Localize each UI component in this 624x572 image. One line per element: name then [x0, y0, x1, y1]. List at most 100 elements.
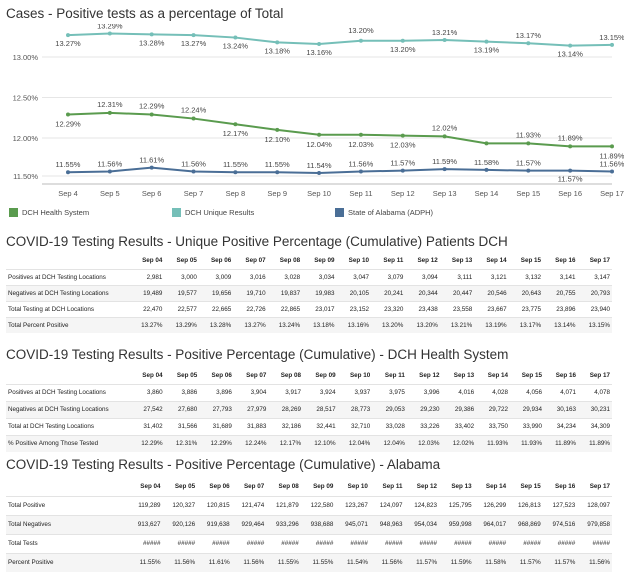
table-cell: 11.55%: [128, 552, 163, 572]
data-point[interactable]: [610, 169, 614, 174]
table-cell: 12.04%: [337, 434, 373, 452]
data-point[interactable]: [400, 38, 405, 43]
table-cell: 20,105: [336, 284, 371, 301]
table-cell: 933,296: [266, 514, 301, 534]
column-header: Sep 08: [278, 482, 299, 490]
data-label: 11.89%: [558, 133, 583, 142]
data-point[interactable]: [107, 31, 112, 36]
data-point[interactable]: [358, 169, 363, 174]
column-header: Sep 04: [140, 482, 161, 490]
table-cell: 938,688: [300, 514, 336, 534]
data-point[interactable]: [191, 116, 196, 121]
data-point[interactable]: [358, 132, 363, 137]
data-point[interactable]: [317, 132, 322, 137]
table-cell: 19,489: [130, 284, 165, 301]
series-line-1: [67, 32, 613, 47]
legend-item-dch-health-system[interactable]: DCH Health System: [9, 208, 89, 217]
data-point[interactable]: [149, 112, 154, 117]
table-row: Negatives at DCH Testing Locations 19,489…: [6, 284, 612, 301]
table-cell: 34,234: [544, 417, 578, 435]
data-point[interactable]: [568, 43, 573, 48]
column-header: Sep 14: [487, 371, 509, 379]
table-cell: 13.28%: [198, 316, 234, 333]
column-header: Sep 05: [176, 257, 197, 265]
table-cell: 3,132: [508, 268, 544, 285]
data-point[interactable]: [484, 141, 489, 146]
table-cell: 22,665: [198, 300, 234, 317]
table-cell: 13.15%: [577, 316, 612, 333]
data-point[interactable]: [233, 170, 238, 175]
data-point[interactable]: [233, 35, 238, 40]
table-cell: #####: [266, 533, 301, 553]
data-point[interactable]: [610, 42, 614, 47]
data-point[interactable]: [442, 134, 447, 139]
data-point[interactable]: [191, 169, 196, 174]
table-cell: 945,071: [335, 514, 370, 534]
data-point[interactable]: [66, 112, 70, 117]
table-cell: 13.20%: [370, 316, 406, 333]
x-tick-label: Sep 15: [516, 189, 540, 198]
data-point[interactable]: [526, 141, 531, 146]
table-cell: #####: [300, 533, 336, 553]
column-header: Sep 04: [142, 257, 163, 265]
data-point[interactable]: [317, 42, 322, 47]
data-point[interactable]: [66, 170, 70, 175]
table-cell: 913,627: [128, 514, 163, 534]
data-point[interactable]: [400, 133, 405, 138]
table-cell: 125,795: [439, 495, 474, 515]
table-cell: 11.56%: [369, 552, 405, 572]
table-cell: 33,028: [372, 417, 407, 435]
data-label: 11.59%: [432, 157, 457, 166]
table-cell: 30,231: [578, 400, 612, 418]
column-header: Sep 16: [555, 482, 576, 490]
x-tick-label: Sep 17: [600, 189, 624, 198]
data-label: 13.21%: [432, 28, 458, 37]
data-point[interactable]: [442, 37, 447, 42]
legend-item-state-of-alabama[interactable]: State of Alabama (ADPH): [335, 208, 433, 217]
data-label: 13.29%: [97, 24, 123, 31]
column-header: Sep 06: [211, 371, 232, 379]
legend-item-dch-unique-results[interactable]: DCH Unique Results: [172, 208, 254, 217]
data-point[interactable]: [317, 170, 322, 175]
data-point[interactable]: [107, 169, 112, 174]
data-point[interactable]: [191, 33, 196, 38]
data-point[interactable]: [66, 33, 70, 38]
data-point[interactable]: [149, 32, 154, 37]
data-point[interactable]: [568, 144, 573, 149]
column-header: Sep 13: [453, 371, 475, 379]
data-point[interactable]: [526, 168, 531, 173]
data-point[interactable]: [233, 122, 238, 127]
data-label: 12.10%: [265, 135, 291, 144]
table-cell: 128,097: [577, 495, 612, 515]
data-point[interactable]: [610, 144, 614, 149]
data-point[interactable]: [484, 39, 489, 44]
data-point[interactable]: [149, 165, 154, 170]
data-point[interactable]: [107, 110, 112, 115]
data-point[interactable]: [275, 127, 280, 132]
data-point[interactable]: [484, 167, 489, 172]
data-point[interactable]: [400, 168, 405, 173]
column-header: Sep 12: [419, 371, 440, 379]
data-label: 13.28%: [139, 38, 165, 47]
data-point[interactable]: [442, 167, 447, 172]
table-cell: 11.55%: [266, 552, 301, 572]
column-header: Sep 13: [451, 257, 473, 265]
data-point[interactable]: [526, 41, 531, 46]
table-cell: 3,904: [233, 383, 269, 401]
data-label: 11.55%: [265, 160, 290, 169]
table-cell: 12.04%: [372, 434, 407, 452]
data-label: 12.29%: [55, 120, 81, 129]
row-label: Negatives at DCH Testing Locations: [6, 284, 130, 301]
data-point[interactable]: [358, 38, 363, 43]
data-point[interactable]: [275, 170, 280, 175]
series-line-2: [67, 166, 613, 174]
data-point[interactable]: [275, 40, 280, 45]
column-header: Sep 14: [485, 482, 507, 490]
row-label: Positives at DCH Testing Locations: [6, 268, 130, 285]
table-cell: 126,299: [473, 495, 509, 515]
data-point[interactable]: [568, 168, 573, 173]
table-cell: 954,034: [404, 514, 440, 534]
x-tick-label: Sep 13: [433, 189, 457, 198]
table-cell: #####: [439, 533, 474, 553]
header-row: Sep 04 Sep 05 Sep 06 Sep 07 Sep 08 Sep 09 Sep …: [6, 367, 612, 384]
